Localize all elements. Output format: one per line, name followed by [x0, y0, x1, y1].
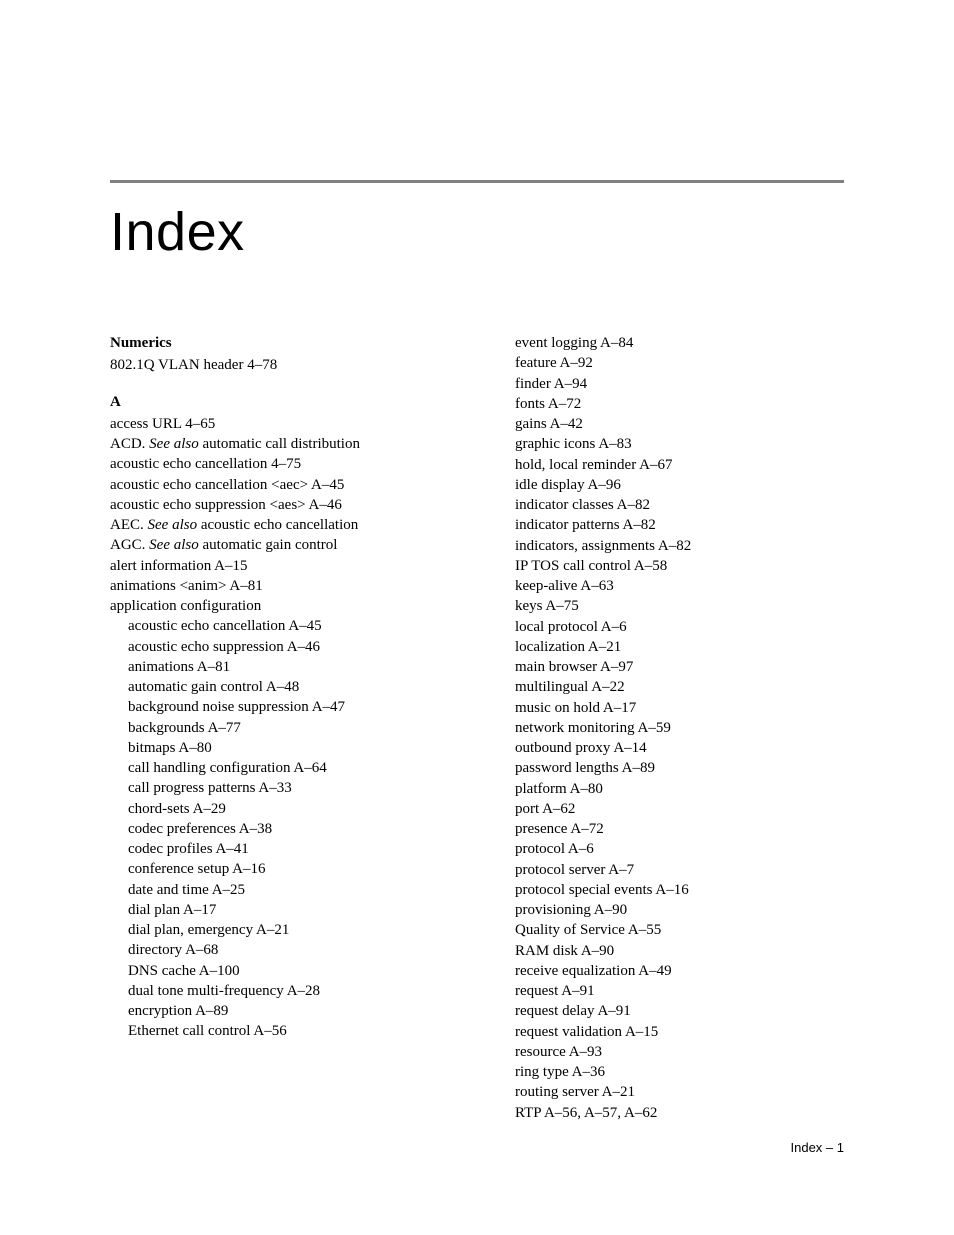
index-entry: access URL 4–65 [110, 414, 457, 434]
index-entry: protocol special events A–16 [497, 880, 844, 900]
index-entry: indicator patterns A–82 [497, 515, 844, 535]
index-entry: bitmaps A–80 [110, 738, 457, 758]
index-entry: protocol A–6 [497, 839, 844, 859]
section-heading: A [110, 392, 457, 412]
index-entry: RAM disk A–90 [497, 941, 844, 961]
index-entry: keep-alive A–63 [497, 576, 844, 596]
index-entry: request delay A–91 [497, 1001, 844, 1021]
index-entry: encryption A–89 [110, 1001, 457, 1021]
index-entry: directory A–68 [110, 940, 457, 960]
index-entry: conference setup A–16 [110, 859, 457, 879]
index-entry: outbound proxy A–14 [497, 738, 844, 758]
index-entry: main browser A–97 [497, 657, 844, 677]
index-columns: Numerics802.1Q VLAN header 4–78 Aaccess U… [110, 333, 844, 1123]
index-entry: finder A–94 [497, 374, 844, 394]
index-entry: application configuration [110, 596, 457, 616]
index-entry: codec profiles A–41 [110, 839, 457, 859]
index-entry: Quality of Service A–55 [497, 920, 844, 940]
index-entry: Ethernet call control A–56 [110, 1021, 457, 1041]
index-entry: 802.1Q VLAN header 4–78 [110, 355, 457, 375]
index-entry: local protocol A–6 [497, 617, 844, 637]
index-entry: hold, local reminder A–67 [497, 455, 844, 475]
index-entry: provisioning A–90 [497, 900, 844, 920]
index-entry: routing server A–21 [497, 1082, 844, 1102]
index-entry: acoustic echo suppression A–46 [110, 637, 457, 657]
index-entry: network monitoring A–59 [497, 718, 844, 738]
index-entry: automatic gain control A–48 [110, 677, 457, 697]
index-entry: password lengths A–89 [497, 758, 844, 778]
index-entry: platform A–80 [497, 779, 844, 799]
index-entry: indicators, assignments A–82 [497, 536, 844, 556]
index-entry: indicator classes A–82 [497, 495, 844, 515]
index-entry: RTP A–56, A–57, A–62 [497, 1103, 844, 1123]
index-entry: acoustic echo cancellation <aec> A–45 [110, 475, 457, 495]
index-entry: backgrounds A–77 [110, 718, 457, 738]
index-entry: acoustic echo cancellation A–45 [110, 616, 457, 636]
index-entry: alert information A–15 [110, 556, 457, 576]
page-title: Index [110, 201, 844, 263]
index-entry: acoustic echo suppression <aes> A–46 [110, 495, 457, 515]
index-entry: background noise suppression A–47 [110, 697, 457, 717]
index-entry: acoustic echo cancellation 4–75 [110, 454, 457, 474]
index-entry: idle display A–96 [497, 475, 844, 495]
index-entry: dial plan, emergency A–21 [110, 920, 457, 940]
index-entry: receive equalization A–49 [497, 961, 844, 981]
index-entry: chord-sets A–29 [110, 799, 457, 819]
index-entry: IP TOS call control A–58 [497, 556, 844, 576]
index-entry: animations A–81 [110, 657, 457, 677]
index-entry: resource A–93 [497, 1042, 844, 1062]
page: Index Numerics802.1Q VLAN header 4–78 Aac… [0, 0, 954, 1123]
index-entry: AEC. See also acoustic echo cancellation [110, 515, 457, 535]
index-entry: multilingual A–22 [497, 677, 844, 697]
index-entry: codec preferences A–38 [110, 819, 457, 839]
index-entry: dual tone multi-frequency A–28 [110, 981, 457, 1001]
index-entry: request validation A–15 [497, 1022, 844, 1042]
index-entry: ACD. See also automatic call distributio… [110, 434, 457, 454]
index-entry: keys A–75 [497, 596, 844, 616]
index-entry: ring type A–36 [497, 1062, 844, 1082]
index-entry: presence A–72 [497, 819, 844, 839]
index-entry: port A–62 [497, 799, 844, 819]
index-entry: AGC. See also automatic gain control [110, 535, 457, 555]
index-entry: animations <anim> A–81 [110, 576, 457, 596]
index-entry: date and time A–25 [110, 880, 457, 900]
index-entry: graphic icons A–83 [497, 434, 844, 454]
index-entry: DNS cache A–100 [110, 961, 457, 981]
index-entry: music on hold A–17 [497, 698, 844, 718]
index-entry: request A–91 [497, 981, 844, 1001]
horizontal-rule [110, 180, 844, 183]
left-column: Numerics802.1Q VLAN header 4–78 Aaccess U… [110, 333, 457, 1123]
index-entry: feature A–92 [497, 353, 844, 373]
index-entry: protocol server A–7 [497, 860, 844, 880]
index-entry: event logging A–84 [497, 333, 844, 353]
right-column: event logging A–84feature A–92finder A–9… [497, 333, 844, 1123]
index-entry: gains A–42 [497, 414, 844, 434]
index-entry: localization A–21 [497, 637, 844, 657]
index-entry: call progress patterns A–33 [110, 778, 457, 798]
index-entry: call handling configuration A–64 [110, 758, 457, 778]
index-entry: fonts A–72 [497, 394, 844, 414]
index-entry: dial plan A–17 [110, 900, 457, 920]
page-footer: Index – 1 [791, 1140, 845, 1155]
section-heading: Numerics [110, 333, 457, 353]
